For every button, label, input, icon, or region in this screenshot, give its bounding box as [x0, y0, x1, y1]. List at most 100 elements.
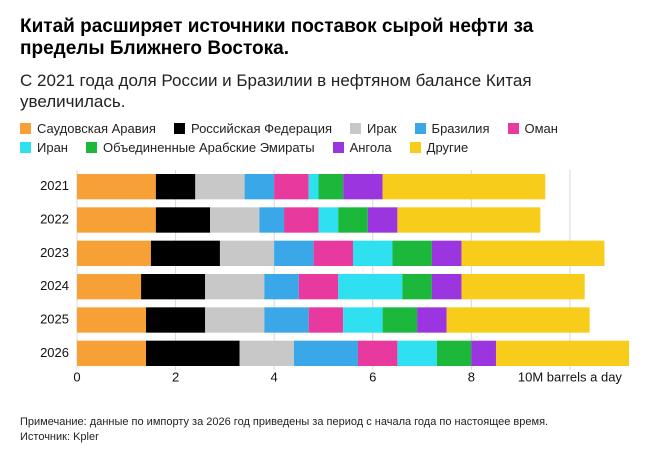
bar-segment — [77, 340, 147, 366]
chart-title: Китай расширяет источники поставок сырой… — [20, 16, 534, 59]
legend-swatch — [20, 141, 31, 153]
x-tick-label: 10M barrels a day — [518, 369, 623, 384]
y-tick-label: 2021 — [40, 178, 69, 193]
legend-swatch — [173, 122, 185, 134]
bar-segment — [436, 340, 472, 366]
chart-subtitle: С 2021 года доля России и Бразилии в неф… — [20, 71, 532, 111]
y-tick-label: 2022 — [40, 211, 69, 226]
bar-segment — [402, 274, 432, 300]
bar-segment — [308, 174, 319, 200]
bar-segment — [461, 240, 605, 266]
legend-label: Объединенные Арабские Эмираты — [102, 139, 315, 155]
note: Примечание: данные по импорту за 2026 го… — [20, 416, 549, 428]
bar-segment — [219, 240, 275, 266]
bar-segment — [446, 307, 590, 333]
bar-segment — [150, 240, 220, 266]
bar-segment — [77, 240, 151, 266]
legend-label: Другие — [426, 139, 469, 155]
legend-item: Оман — [507, 120, 558, 136]
bar-segment — [264, 307, 309, 333]
legend-label: Бразилия — [431, 120, 490, 136]
bar-segment — [357, 340, 398, 366]
legend-swatch — [332, 141, 344, 153]
source: Источник: Kpler — [20, 431, 99, 443]
legend-label: Оман — [524, 120, 558, 136]
bar-segment — [495, 340, 630, 366]
legend-item: Иран — [20, 139, 68, 155]
legend-swatch — [409, 141, 421, 153]
legend-label: Российская Федерация — [190, 120, 333, 136]
legend-item: Бразилия — [414, 120, 490, 136]
bar-segment — [284, 207, 319, 233]
bar-segment — [274, 240, 314, 266]
bar-segment — [367, 207, 398, 233]
bar-segment — [141, 274, 206, 300]
x-tick-label: 4 — [271, 369, 278, 384]
bar-segment — [77, 207, 156, 233]
bar-segment — [397, 207, 541, 233]
bar-segment — [195, 174, 245, 200]
bar-segment — [77, 307, 147, 333]
bar-segment — [77, 274, 142, 300]
bar-segment — [313, 240, 354, 266]
bar-segment — [264, 274, 299, 300]
bar-segment — [274, 174, 309, 200]
bar-segment — [293, 340, 358, 366]
legend-label: Ирак — [367, 120, 397, 136]
legend-label: Саудовская Аравия — [37, 120, 156, 136]
x-tick-label: 6 — [369, 369, 376, 384]
bar-segment — [431, 274, 462, 300]
bar-segment — [318, 207, 339, 233]
bar-segment — [382, 307, 418, 333]
y-tick-label: 2023 — [40, 245, 69, 260]
x-tick-label: 0 — [73, 369, 80, 384]
bar-segment — [259, 207, 285, 233]
chart: 0 2 4 6 8 10M barrels a day 2021 2022 2023 2024 20… — [40, 170, 630, 384]
y-tick-label: 2024 — [40, 278, 69, 293]
bar-segment — [397, 340, 437, 366]
bar-segment — [417, 307, 447, 333]
bar-segment — [338, 207, 368, 233]
x-tick-label: 8 — [468, 369, 475, 384]
bar-segment — [338, 274, 403, 300]
y-tick-label: 2025 — [40, 311, 69, 326]
bar-segment — [239, 340, 294, 366]
bar-segment — [343, 174, 383, 200]
legend-swatch — [85, 141, 97, 153]
legend-item: Российская Федерация — [173, 120, 333, 136]
bar-segment — [146, 340, 240, 366]
legend-item: Ирак — [350, 120, 397, 136]
bar-segment — [461, 274, 585, 300]
bar-segment — [205, 307, 265, 333]
bar-segment — [471, 340, 496, 366]
bar-segment — [210, 207, 260, 233]
bar-segment — [298, 274, 339, 300]
legend-item: Объединенные Арабские Эмираты — [85, 139, 315, 155]
legend-item: Другие — [409, 139, 469, 155]
bar-segment — [343, 307, 383, 333]
bar-segment — [318, 174, 344, 200]
bar-segment — [308, 307, 344, 333]
bar-segment — [77, 174, 156, 200]
legend-swatch — [350, 122, 362, 134]
bar-segment — [205, 274, 265, 300]
legend-label: Ангола — [349, 139, 392, 155]
legend-swatch — [414, 122, 426, 134]
bar-segment — [155, 207, 211, 233]
bar-segment — [392, 240, 432, 266]
legend-label: Иран — [37, 139, 68, 155]
bar-segment — [146, 307, 206, 333]
legend-swatch — [507, 122, 519, 134]
y-tick-label: 2026 — [40, 345, 69, 360]
bar-segment — [431, 240, 462, 266]
legend: Саудовская Аравия Российская Федерация Ира… — [20, 120, 620, 155]
bar-segment — [155, 174, 196, 200]
bar-segment — [353, 240, 393, 266]
legend-swatch — [20, 122, 31, 134]
legend-item: Ангола — [332, 139, 392, 155]
bar-segment — [382, 174, 546, 200]
legend-item: Саудовская Аравия — [20, 120, 156, 136]
bar-segment — [244, 174, 275, 200]
x-tick-label: 2 — [172, 369, 179, 384]
